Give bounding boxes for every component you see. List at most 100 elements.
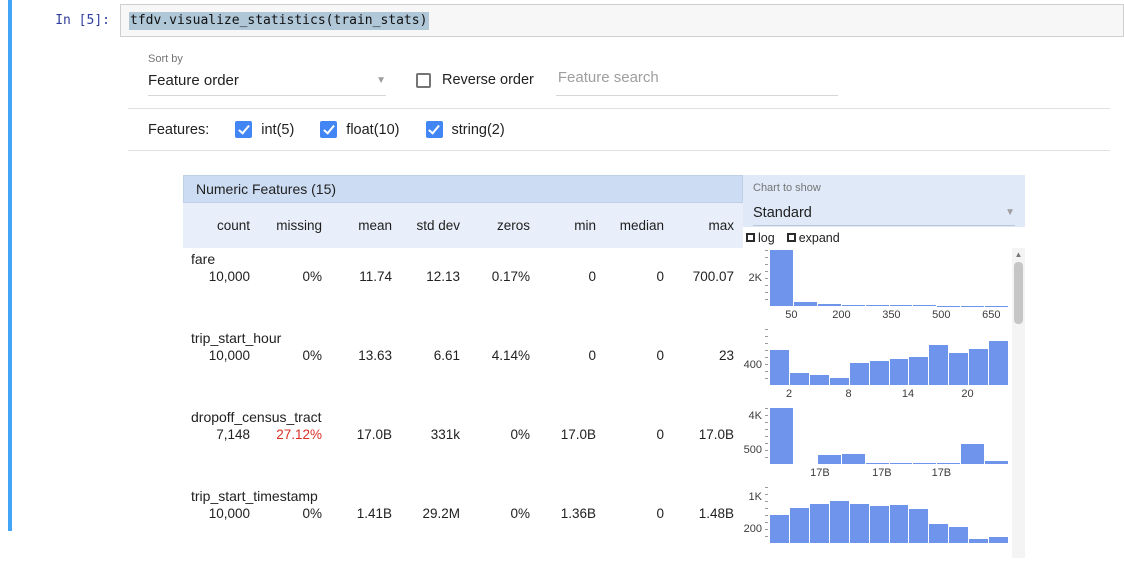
histogram-bar — [969, 539, 988, 543]
histogram-bar — [818, 304, 841, 306]
x-axis-label: 20 — [961, 388, 973, 400]
log-label: log — [758, 231, 775, 245]
chart-type-select[interactable]: Standard ▼ — [753, 201, 1015, 226]
chevron-down-icon: ▼ — [1005, 208, 1015, 218]
histogram-bar — [937, 463, 960, 464]
cell-mean: 1.41B — [331, 506, 401, 521]
chart-to-show-panel: Chart to show Standard ▼ — [743, 175, 1025, 227]
histogram-bar — [890, 305, 913, 306]
histogram-bar — [870, 506, 889, 543]
cell-min: 0 — [539, 348, 605, 363]
histogram-bar — [909, 357, 928, 385]
chart-to-show-label: Chart to show — [753, 182, 1015, 194]
code-input[interactable]: tfdv.visualize_statistics(train_stats) — [120, 4, 1124, 37]
cell-max: 23 — [673, 348, 743, 363]
histogram-bar — [866, 463, 889, 464]
cell-median: 0 — [605, 506, 673, 521]
log-checkbox[interactable]: log — [746, 231, 775, 245]
checkbox-unchecked-icon[interactable] — [746, 233, 755, 242]
cell-mean: 17.0B — [331, 427, 401, 442]
histogram-bar — [790, 373, 809, 385]
checkbox-unchecked-icon[interactable] — [787, 233, 796, 242]
y-axis-label: 4K — [743, 410, 762, 422]
controls-row: Sort by Feature order ▼ Reverse order — [128, 53, 1110, 109]
checkbox-checked-icon[interactable] — [235, 121, 252, 138]
expand-checkbox[interactable]: expand — [787, 231, 840, 245]
reverse-order-label: Reverse order — [442, 72, 534, 88]
x-axis-label: 350 — [882, 309, 900, 321]
y-axis-ticks-icon — [765, 329, 768, 385]
sort-by-control: Sort by Feature order ▼ — [148, 53, 386, 96]
checkbox-unchecked-icon[interactable] — [416, 73, 431, 88]
expand-label: expand — [799, 231, 840, 245]
x-axis-label: 17B — [810, 467, 830, 479]
tfdv-statistics-widget: Sort by Feature order ▼ Reverse order Fe… — [128, 53, 1110, 564]
feature-name: dropoff_census_tract — [183, 409, 743, 425]
x-axis-label: 500 — [932, 309, 950, 321]
feature-name: trip_start_hour — [183, 330, 743, 346]
charts-scrollbar[interactable]: ▲ — [1012, 248, 1025, 558]
feature-filter-label: int(5) — [261, 122, 294, 138]
histogram-bar — [961, 444, 984, 464]
cell-mean: 13.63 — [331, 348, 401, 363]
histogram-bars — [770, 487, 1008, 543]
feature-type-filter[interactable]: int(5) — [235, 121, 294, 138]
cell-count: 10,000 — [183, 269, 259, 284]
feature-name: fare — [183, 251, 743, 267]
histogram-bars — [770, 329, 1008, 385]
histogram-bar — [830, 378, 849, 385]
histogram-bar — [929, 345, 948, 385]
selected-cell-indicator — [8, 0, 12, 531]
histogram-bar — [794, 302, 817, 306]
y-axis-label: 200 — [743, 523, 762, 535]
histogram-bar — [913, 463, 936, 464]
x-axis-label: 2 — [786, 388, 792, 400]
feature-filter-label: string(2) — [452, 122, 505, 138]
cell-zeros: 0% — [469, 506, 539, 521]
checkbox-checked-icon[interactable] — [320, 121, 337, 138]
reverse-order-checkbox[interactable]: Reverse order — [416, 72, 534, 96]
checkbox-checked-icon[interactable] — [426, 121, 443, 138]
column-header: std dev — [401, 218, 469, 233]
feature-search-input[interactable] — [556, 65, 838, 96]
histogram-bar — [890, 505, 909, 543]
cell-std-dev: 29.2M — [401, 506, 469, 521]
histogram-bar — [866, 305, 889, 306]
x-axis-label: 650 — [982, 309, 1000, 321]
cell-zeros: 0.17% — [469, 269, 539, 284]
histogram-bar — [842, 305, 865, 306]
x-axis-labels — [770, 546, 1008, 560]
histogram-bar — [830, 501, 849, 543]
feature-filters: int(5) float(10) string(2) — [235, 121, 504, 138]
scroll-up-icon[interactable]: ▲ — [1012, 248, 1025, 261]
cell-missing: 0% — [259, 506, 331, 521]
histogram-bar — [850, 363, 869, 385]
features-label: Features: — [148, 122, 209, 138]
histogram-bar — [770, 408, 793, 464]
cell-std-dev: 12.13 — [401, 269, 469, 284]
x-axis-label: 14 — [902, 388, 914, 400]
feature-type-filter[interactable]: string(2) — [426, 121, 505, 138]
feature-type-filter[interactable]: float(10) — [320, 121, 399, 138]
sort-by-select[interactable]: Feature order ▼ — [148, 72, 386, 96]
histogram-bar — [818, 455, 841, 464]
scrollbar-thumb[interactable] — [1014, 262, 1023, 324]
sort-by-label: Sort by — [148, 53, 386, 65]
features-filter-row: Features: int(5) float(10) string(2) — [128, 109, 1110, 151]
histogram-bar — [790, 508, 809, 543]
